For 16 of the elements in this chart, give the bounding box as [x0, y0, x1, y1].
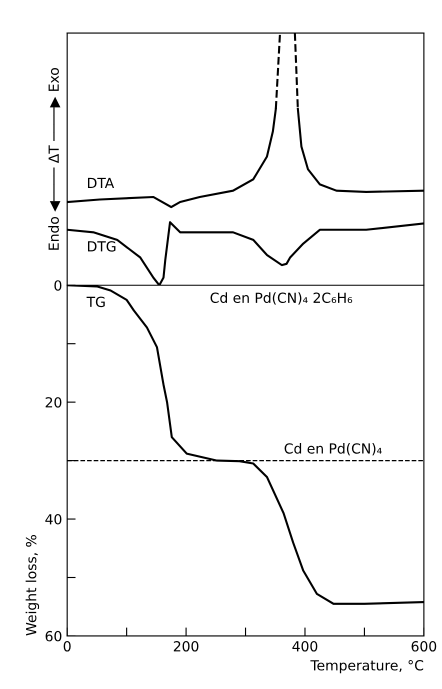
x-tick-label: 200 [174, 641, 198, 652]
y-tick-label: 20 [46, 397, 62, 408]
y-axis-title: Endo ◀──── ΔT ────▶ Exo [48, 68, 60, 250]
y-tick-label: 40 [45, 514, 62, 525]
series-label: DTA [88, 178, 114, 188]
series-label: TG [86, 296, 105, 308]
x-tick-label: 400 [292, 641, 318, 652]
x-tick-label: 600 [412, 641, 436, 652]
y-tick-label: 0 [54, 280, 62, 291]
ref-line-label: Cd en Pd(CN)₄ [284, 442, 382, 456]
series-label: DTG [88, 241, 116, 252]
y-axis-title: Weight loss, % [26, 535, 40, 636]
x-tick-label: 0 [64, 641, 71, 652]
annotation: Cd en Pd(CN)₄ 2C₆H₆ [210, 292, 352, 305]
x-axis-title: Temperature, °C [310, 660, 424, 674]
y-tick-label: 60 [46, 630, 62, 642]
